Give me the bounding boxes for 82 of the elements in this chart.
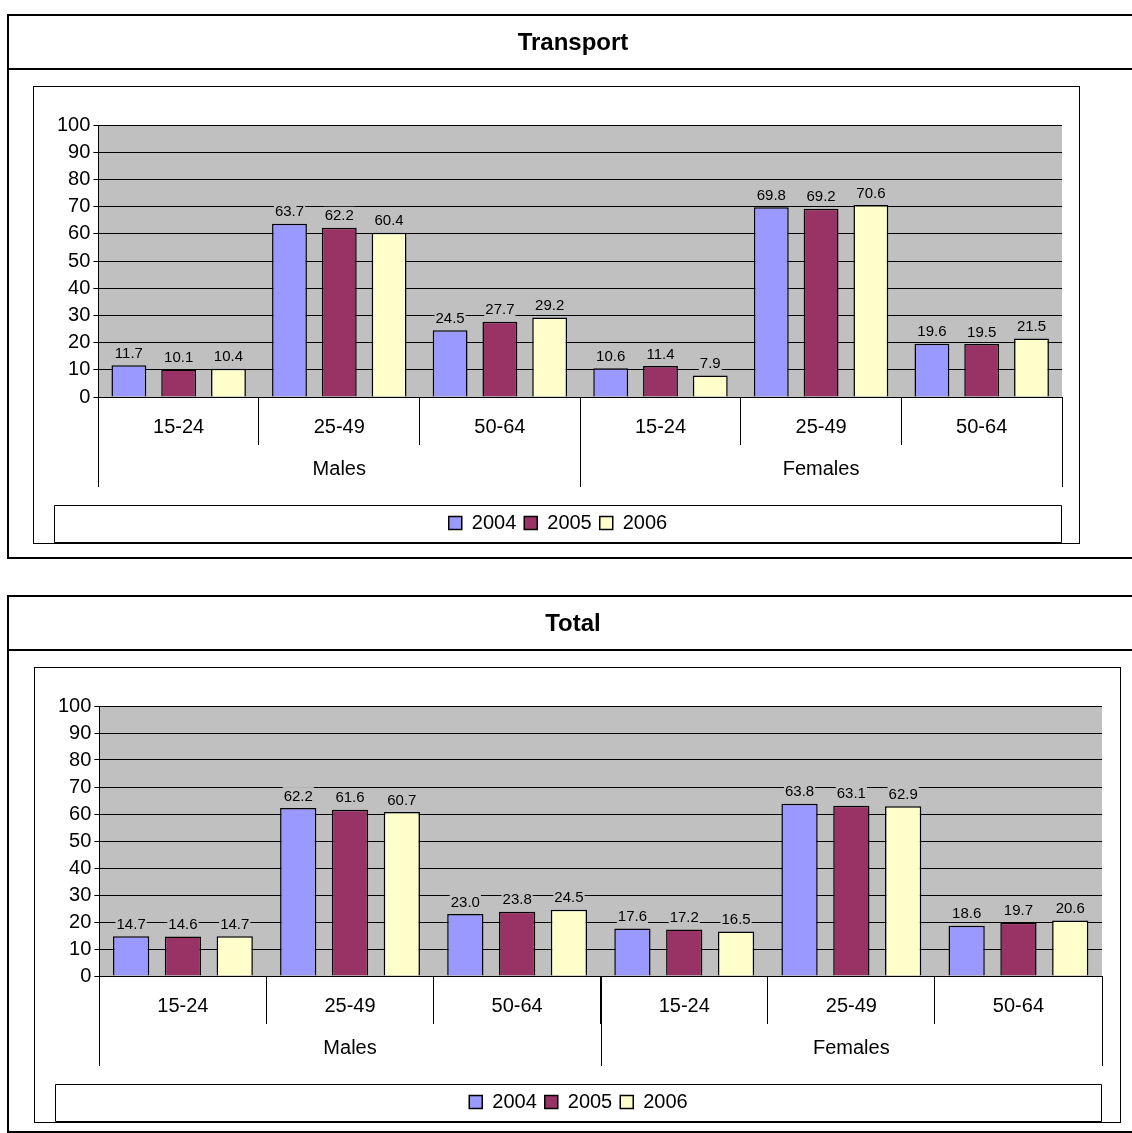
data-label: 16.5	[721, 910, 751, 928]
y-tick-label: 30	[68, 302, 91, 325]
data-label: 60.4	[374, 211, 404, 229]
y-tick-label: 40	[68, 275, 91, 298]
y-tick-label: 20	[69, 909, 92, 932]
legend-label: 2004	[471, 510, 517, 533]
y-tick-label: 100	[57, 693, 92, 716]
data-label: 23.8	[502, 890, 532, 908]
text: Females	[812, 1035, 890, 1058]
y-tick-label: 90	[69, 720, 92, 743]
y-tick-label: 80	[69, 747, 92, 770]
data-label: 14.7	[220, 914, 250, 932]
chart-title: Total	[9, 597, 1132, 651]
x-tick-label: 50-64	[491, 993, 543, 1016]
data-label: 14.7	[116, 914, 146, 932]
data-label: 19.6	[917, 322, 947, 340]
data-label: 69.8	[756, 185, 786, 203]
y-tick-label: 10	[69, 936, 92, 959]
data-label: 11.4	[646, 344, 675, 362]
y-tick-label: 80	[68, 166, 91, 189]
y-tick-label: 0	[80, 963, 92, 986]
legend-label: 2006	[643, 1089, 688, 1112]
legend-label: 2005	[567, 1089, 613, 1112]
data-label: 69.2	[806, 187, 836, 205]
data-label: 20.6	[1055, 899, 1085, 917]
data-label: 63.8	[784, 782, 815, 800]
legend-label: 2006	[622, 510, 668, 533]
text: Males	[323, 1035, 377, 1058]
data-label: 10.6	[596, 346, 626, 364]
x-tick-label: 50-64	[992, 993, 1045, 1016]
data-label: 7.9	[699, 354, 721, 372]
y-tick-label: 70	[68, 194, 91, 217]
data-label: 62.2	[324, 206, 354, 224]
data-label: 27.7	[485, 300, 515, 318]
y-tick-label: 60	[68, 221, 91, 244]
chart-title: Transport	[9, 16, 1132, 70]
data-label: 17.6	[617, 907, 648, 925]
data-label: 19.5	[967, 322, 997, 340]
x-tick-label: 25-49	[795, 414, 847, 437]
data-label: 14.6	[168, 915, 198, 933]
y-tick-label: 90	[68, 139, 91, 162]
y-tick-label: 40	[69, 855, 92, 878]
x-tick-label: 25-49	[324, 993, 376, 1016]
y-tick-label: 10	[68, 357, 91, 380]
data-label: 21.5	[1016, 317, 1047, 335]
legend-label: 2005	[547, 510, 592, 533]
y-tick-label: 0	[79, 384, 91, 407]
y-tick-label: 50	[68, 248, 91, 271]
y-tick-label: 30	[69, 882, 92, 905]
x-tick-label: 15-24	[658, 993, 710, 1016]
data-label: 63.1	[836, 784, 866, 802]
data-label: 24.5	[435, 309, 465, 326]
data-label: 10.4	[213, 347, 244, 365]
data-label: 10.1	[164, 348, 194, 366]
y-tick-label: 20	[68, 330, 91, 353]
text: Females	[782, 456, 860, 479]
data-label: 29.2	[535, 296, 565, 314]
x-tick-label: 25-49	[313, 414, 365, 437]
y-tick-label: 60	[69, 801, 92, 824]
data-label: 60.7	[387, 790, 417, 808]
legend-label: 2004	[492, 1089, 537, 1112]
x-tick-label: 50-64	[956, 414, 1008, 437]
data-label: 61.6	[335, 788, 365, 806]
y-tick-label: 100	[56, 112, 91, 135]
data-label: 24.5	[554, 888, 584, 906]
x-tick-label: 25-49	[825, 993, 877, 1016]
x-tick-label: 15-24	[153, 414, 205, 437]
data-label: 63.7	[274, 202, 305, 220]
data-label: 19.7	[1003, 901, 1034, 919]
x-tick-label: 15-24	[634, 414, 687, 437]
x-tick-label: 50-64	[474, 414, 526, 437]
data-label: 18.6	[952, 904, 982, 922]
text: Males	[312, 456, 366, 479]
data-label: 17.2	[669, 908, 699, 926]
data-label: 11.7	[114, 343, 143, 361]
data-label: 23.0	[450, 892, 480, 910]
y-tick-label: 50	[69, 828, 92, 851]
x-tick-label: 15-24	[157, 993, 209, 1016]
data-label: 62.2	[283, 786, 313, 804]
data-label: 62.9	[888, 784, 918, 802]
data-label: 70.6	[856, 183, 886, 201]
y-tick-label: 70	[69, 774, 92, 797]
